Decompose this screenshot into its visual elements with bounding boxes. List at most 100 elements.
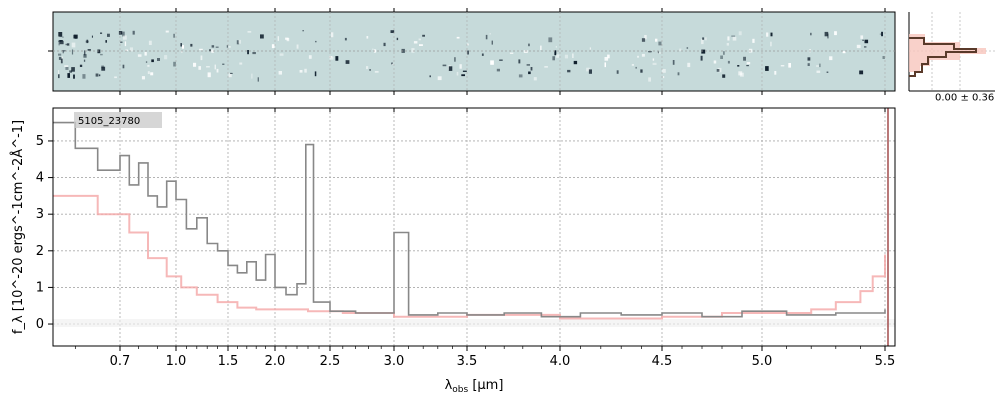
spectrum-panel: 0.7 1.0 1.5 2.0 2.5 3.0 3.5 4.0 4.5 5.0 5.5012345 … [36, 107, 896, 369]
2d-pixel [62, 50, 64, 54]
2d-pixel [79, 64, 83, 67]
2d-pixel [401, 48, 405, 53]
2d-spectrum-ticks [48, 8, 886, 95]
2d-pixel [59, 40, 64, 45]
2d-pixel [182, 45, 184, 49]
2d-pixel [58, 74, 60, 79]
2d-pixel [67, 73, 70, 78]
2d-pixel [366, 66, 369, 70]
2d-pixel [257, 77, 259, 82]
x-tick-label: 4.5 [652, 354, 673, 369]
2d-pixel [661, 69, 666, 73]
2d-pixel [672, 60, 675, 65]
2d-pixel [141, 76, 145, 80]
2d-pixel [738, 31, 742, 36]
2d-pixel [157, 58, 160, 61]
2d-pixel [296, 44, 299, 49]
2d-pixel [780, 65, 785, 67]
2d-pixel [442, 64, 447, 67]
2d-pixel [716, 69, 720, 72]
2d-pixel [485, 34, 488, 40]
2d-pixel [679, 48, 682, 52]
x-tick-label: 2.0 [265, 354, 286, 369]
2d-pixel [124, 41, 127, 47]
2d-pixel [554, 50, 557, 56]
2d-pixel [247, 31, 252, 33]
2d-pixel [882, 56, 885, 59]
2d-pixel [144, 51, 147, 56]
2d-pixel [199, 48, 203, 51]
2d-pixel [448, 66, 453, 71]
2d-pixel [648, 51, 652, 53]
2d-pixel [391, 62, 393, 65]
2d-pixel [122, 35, 127, 40]
2d-pixel [413, 41, 418, 44]
2d-pixel [807, 57, 811, 61]
2d-pixel [701, 49, 706, 54]
2d-pixel [635, 66, 637, 69]
2d-pixel [209, 49, 211, 52]
2d-pixel [129, 47, 133, 52]
x-tick-label: 1.0 [166, 354, 187, 369]
2d-pixel [314, 71, 317, 77]
2d-pixel [722, 74, 726, 78]
2d-pixel [239, 62, 243, 65]
x-tick-label: 5.5 [875, 354, 896, 369]
2d-pixel [87, 49, 91, 51]
2d-pixel [655, 38, 658, 42]
2d-pixel [499, 59, 503, 61]
2d-pixel [252, 52, 256, 55]
2d-spectrum-panel [48, 8, 896, 95]
2d-pixel [251, 73, 253, 79]
2d-pixel [589, 47, 591, 50]
2d-pixel [62, 36, 64, 38]
y-tick-label: 0 [36, 317, 44, 332]
spectrum-series [53, 121, 886, 320]
2d-pixel [190, 43, 193, 47]
y-axis-label: f_λ [10^-20 ergs^-1cm^-2Å^-1] [10, 120, 26, 334]
2d-pixel [100, 32, 103, 34]
2d-pixel [331, 32, 334, 38]
2d-pixel [58, 41, 60, 46]
2d-pixel [71, 42, 76, 48]
2d-pixel [308, 55, 312, 59]
2d-pixel [226, 45, 228, 48]
2d-pixel [71, 67, 75, 72]
2d-pixel [819, 63, 821, 68]
2d-pixel [467, 50, 469, 55]
2d-pixel [717, 67, 722, 73]
2d-pixel [548, 37, 553, 43]
2d-pixel [526, 64, 530, 66]
2d-pixel [59, 40, 63, 42]
profile-annotation: 0.00 ± 0.36 [935, 92, 994, 103]
2d-spectrum-image [58, 30, 885, 82]
2d-pixel [61, 50, 66, 52]
2d-pixel [329, 56, 333, 58]
2d-pixel [523, 50, 528, 53]
2d-pixel [701, 39, 704, 45]
2d-pixel [383, 42, 386, 47]
2d-pixel [723, 51, 725, 55]
2d-pixel [641, 38, 646, 42]
2d-pixel [211, 45, 215, 48]
2d-pixel [147, 64, 150, 67]
2d-pixel [816, 65, 819, 67]
2d-pixel [304, 68, 307, 73]
2d-pixel [567, 69, 571, 73]
2d-pixel [604, 57, 609, 61]
2d-pixel [228, 73, 232, 78]
2d-pixel [752, 38, 755, 43]
2d-pixel [702, 37, 705, 40]
2d-pixel [467, 43, 469, 46]
x-axis-label: λobs [μm] [445, 378, 504, 395]
2d-pixel [533, 77, 537, 81]
2d-pixel [207, 72, 211, 78]
2d-pixel [816, 70, 821, 73]
2d-pixel [58, 53, 62, 56]
2d-pixel [454, 57, 456, 62]
2d-pixel [573, 60, 578, 65]
2d-pixel [860, 35, 864, 39]
annotation-box [74, 112, 162, 128]
2d-pixel [640, 69, 643, 73]
2d-pixel [461, 74, 465, 77]
